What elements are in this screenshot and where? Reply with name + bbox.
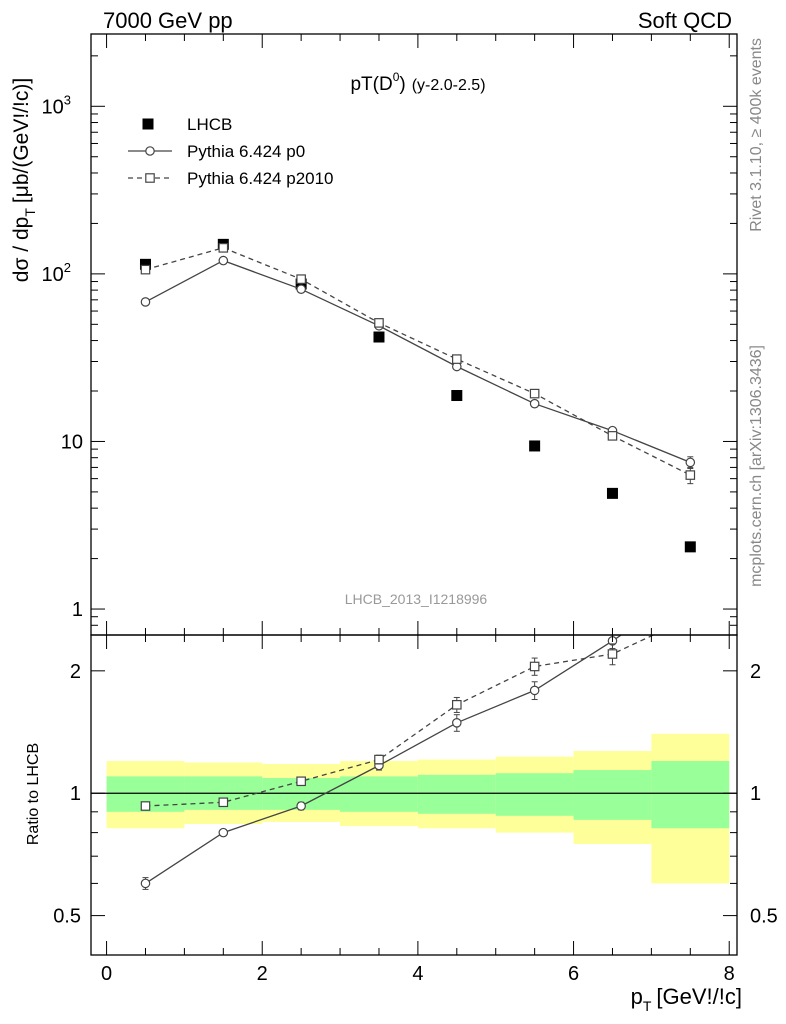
ratio-y-tick-label-right: 1	[750, 783, 761, 805]
data-point-p2010	[140, 264, 151, 275]
ratio-plot-frame	[90, 634, 738, 956]
x-axis-label: pT [GeV!/!c]	[631, 984, 742, 1014]
legend: LHCB Pythia 6.424 p0 Pythia 6.424 p2010	[128, 115, 334, 188]
data-point-p0	[452, 718, 462, 728]
data-point-p2010	[218, 243, 229, 253]
ratio-y-tick-label-right: 2	[750, 661, 761, 683]
data-point-p0	[529, 398, 540, 409]
series-line-p2010	[145, 247, 691, 476]
data-point-p0	[140, 297, 151, 307]
data-point-p0	[296, 801, 306, 811]
y-axis-label-unit: [μb/(GeV!/!c)]	[10, 78, 33, 203]
legend-marker-square	[145, 173, 155, 183]
y-tick-label: 10	[61, 431, 83, 453]
legend-marker-circle	[145, 146, 155, 156]
series-line-p0	[145, 259, 691, 464]
ratio-y-tick-label-right: 0.5	[750, 906, 778, 928]
main-plot-title-close: )	[399, 74, 405, 95]
uncertainty-band-inner	[573, 770, 652, 820]
data-point-p2010	[607, 649, 618, 659]
legend-label: Pythia 6.424 p0	[187, 142, 305, 161]
x-tick-label: 4	[412, 963, 423, 985]
ratio-plot-y-axis-label: Ratio to LHCB	[25, 743, 42, 845]
data-point-lhcb	[295, 278, 307, 290]
main-plot-title-superscript: 0	[393, 70, 400, 84]
uncertainty-band-inner	[417, 774, 496, 814]
x-tick-label: 2	[257, 963, 268, 985]
y-tick-label: 102	[42, 260, 71, 286]
data-point-lhcb	[606, 487, 618, 499]
y-tick-label: 1	[72, 599, 83, 621]
y-tick-label: 103	[42, 92, 71, 118]
data-point-p0	[685, 457, 696, 468]
main-plot-title-subtext: (y-2.0-2.5)	[412, 77, 486, 94]
data-point-p2010	[374, 318, 384, 328]
legend-label: LHCB	[187, 115, 232, 134]
x-axis-label-text: p	[631, 984, 643, 1009]
data-point-p2010	[140, 801, 151, 811]
main-plot-marks	[139, 238, 696, 553]
data-point-p0	[296, 284, 306, 295]
data-point-lhcb	[373, 331, 385, 343]
y-axis-label-subscript: T	[22, 208, 38, 217]
analysis-watermark: LHCB_2013_I1218996	[345, 591, 488, 607]
x-tick-label: 0	[101, 963, 112, 985]
ratio-plot-marks	[91, 584, 737, 890]
data-point-p2010	[218, 797, 229, 808]
mcplots-reference-label: mcplots.cern.ch [arXiv:1306.3436]	[748, 345, 765, 587]
data-point-p2010	[607, 431, 618, 441]
y-axis-label-text: dσ / dp	[10, 217, 33, 283]
data-point-p2010	[296, 274, 306, 284]
ratio-y-tick-label-left: 2	[70, 661, 81, 683]
legend-label: Pythia 6.424 p2010	[187, 169, 334, 188]
rivet-info-label: Rivet 3.1.10, ≥ 400k events	[748, 38, 765, 232]
data-point-lhcb	[529, 440, 541, 452]
ratio-y-tick-label-left: 1	[70, 783, 81, 805]
header-energy-label: 7000 GeV pp	[103, 8, 233, 33]
data-point-p0	[218, 827, 229, 838]
x-tick-label: 6	[568, 963, 579, 985]
data-point-p2010	[452, 699, 462, 710]
data-point-p2010	[296, 776, 306, 787]
header-category-label: Soft QCD	[638, 8, 732, 33]
data-point-lhcb	[684, 541, 696, 553]
data-point-p2010	[374, 754, 384, 765]
main-plot-title-text: pT(D	[350, 74, 392, 95]
main-plot-title: pT(D0) (y-2.0-2.5)	[350, 70, 485, 95]
data-point-p0	[686, 584, 694, 592]
uncertainty-band-inner	[495, 773, 574, 816]
series-line-p2010	[145, 635, 655, 807]
x-tick-label: 8	[724, 963, 735, 985]
x-axis-label-unit: [GeV!/!c]	[656, 984, 742, 1009]
uncertainty-band-inner	[340, 776, 418, 812]
x-axis-label-subscript: T	[643, 998, 652, 1014]
main-plot-panel: 1 10 102 103 pT(D0) (y-2.0-2.5) LHCB_2013_I1…	[10, 33, 738, 636]
data-point-p2010	[529, 388, 540, 399]
data-point-p2010	[685, 470, 696, 480]
data-point-p2010	[452, 354, 462, 364]
data-point-p0	[140, 878, 151, 889]
ratio-plot-ticks: 0.5 0.5 1 1 2 2 0 2 4 6 8	[53, 635, 778, 985]
main-plot-ticks: 1 10 102 103	[42, 34, 737, 636]
data-point-lhcb	[451, 390, 463, 402]
data-point-lhcb	[139, 258, 151, 270]
uncertainty-band-inner	[651, 761, 730, 829]
ratio-y-tick-label-left: 0.5	[53, 906, 81, 928]
data-point-p2010	[686, 614, 694, 622]
series-line-p0	[145, 635, 623, 884]
data-point-p2010	[529, 661, 540, 672]
legend-swatch-lhcb	[142, 118, 154, 130]
data-point-p0	[218, 255, 229, 266]
data-point-p0	[529, 685, 540, 696]
ratio-plot-panel: 0.5 0.5 1 1 2 2 0 2 4 6 8 Ratio to LHCB pT [GeV!/!c…	[25, 584, 778, 1014]
main-plot-y-axis-label: dσ / dpT [μb/(GeV!/!c)]	[10, 78, 38, 282]
